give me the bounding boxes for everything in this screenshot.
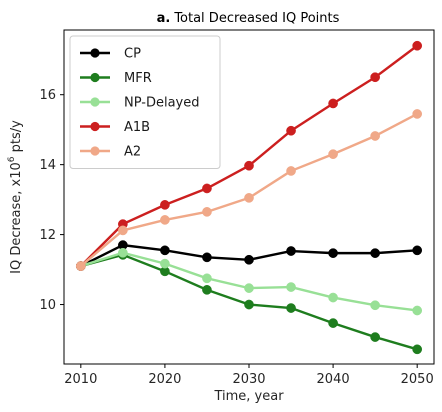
data-point-a2 (328, 149, 338, 160)
data-point-mfr (202, 285, 212, 295)
data-point-cp (286, 246, 296, 256)
data-point-a1b (244, 160, 254, 171)
data-point-np-delayed (202, 273, 212, 284)
data-point-mfr (412, 344, 423, 355)
data-point-a1b (412, 40, 423, 51)
data-point-np-delayed (160, 258, 170, 269)
legend-box (69, 35, 221, 169)
data-point-mfr (370, 332, 380, 342)
series-a1b (75, 40, 423, 271)
legend-item-cp: CP (80, 47, 141, 62)
legend: CP MFR NP-Delayed A1B A2 (69, 35, 221, 169)
x-axis-label: Time, year (213, 389, 284, 404)
legend-swatch-marker (90, 72, 100, 83)
data-point-mfr (244, 299, 254, 310)
x-tick-label: 2050 (401, 372, 434, 387)
legend-item-np-delayed: NP-Delayed (80, 96, 200, 111)
data-point-a1b (286, 125, 296, 136)
data-point-cp (370, 248, 380, 258)
ticks-layer: 2010 2020 2030 2040 2050 10 12 14 16 (39, 88, 433, 387)
data-point-a1b (202, 183, 212, 194)
data-point-np-delayed (412, 305, 423, 316)
y-axis-label-main: IQ Decrease, x10 (9, 162, 24, 274)
data-point-np-delayed (328, 292, 338, 303)
data-point-a2 (118, 225, 128, 236)
legend-swatch-marker (90, 146, 100, 156)
data-point-a2 (370, 131, 380, 141)
data-point-a2 (160, 215, 170, 225)
data-point-cp (412, 245, 423, 256)
data-point-a1b (328, 98, 338, 109)
data-point-cp (202, 252, 212, 263)
y-tick-label: 12 (39, 228, 56, 243)
data-point-mfr (286, 303, 296, 313)
x-tick-label: 2030 (232, 372, 265, 387)
legend-label: A2 (124, 145, 141, 160)
chart-title-text: Total Decreased IQ Points (173, 11, 339, 26)
y-tick-label: 10 (39, 298, 56, 313)
legend-item-a1b: A1B (80, 120, 150, 135)
data-point-a1b (160, 200, 170, 210)
legend-swatch-marker (90, 121, 100, 132)
x-tick-label: 2040 (317, 372, 350, 387)
data-point-np-delayed (118, 247, 128, 258)
chart-title-prefix: a. (157, 11, 171, 26)
x-tick-label: 2020 (148, 372, 181, 387)
data-point-a2 (244, 193, 254, 203)
data-point-a2 (202, 207, 212, 217)
y-axis-label-sup: 6 (7, 156, 17, 162)
y-axis-label: IQ Decrease, x106 pts/y (7, 120, 24, 274)
data-point-np-delayed (244, 283, 254, 293)
legend-label: NP-Delayed (124, 96, 200, 111)
data-point-a1b (370, 72, 380, 83)
data-point-mfr (328, 318, 338, 328)
legend-label: CP (124, 47, 141, 62)
data-point-np-delayed (286, 282, 296, 292)
series-cp (75, 240, 423, 271)
legend-label: MFR (124, 71, 152, 86)
data-point-a2 (75, 261, 86, 271)
series-layer (75, 40, 423, 355)
legend-swatch-marker (90, 97, 100, 107)
y-tick-label: 16 (39, 88, 56, 103)
data-point-a2 (286, 166, 296, 176)
data-point-cp (244, 254, 254, 265)
legend-item-a2: A2 (80, 145, 141, 160)
y-tick-label: 14 (39, 158, 56, 173)
y-axis-label-unit: pts/y (9, 120, 24, 157)
x-tick-label: 2010 (64, 372, 97, 387)
data-point-a2 (412, 109, 423, 119)
series-a2 (75, 109, 423, 271)
legend-label: A1B (124, 120, 150, 135)
series-np-delayed (75, 247, 423, 316)
data-point-np-delayed (370, 300, 380, 311)
legend-swatch-marker (90, 48, 100, 58)
legend-item-mfr: MFR (80, 71, 152, 86)
data-point-cp (328, 248, 338, 258)
series-mfr (75, 250, 423, 355)
data-point-cp (160, 245, 170, 256)
chart-title: a. Total Decreased IQ Points (157, 11, 340, 26)
